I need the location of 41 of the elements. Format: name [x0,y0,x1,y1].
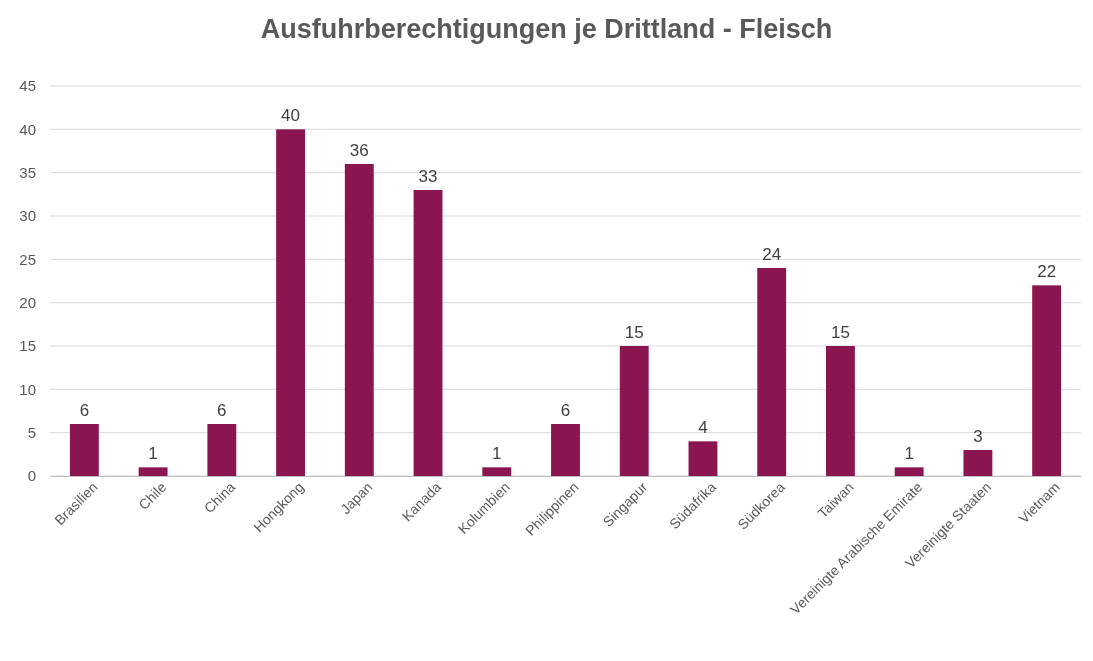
data-label: 4 [698,418,708,438]
bar [826,346,855,476]
y-tick-label: 5 [27,423,36,441]
data-label: 1 [904,444,914,464]
y-tick-label: 30 [19,207,36,225]
bar [619,346,649,476]
y-tick-label: 10 [19,380,36,398]
bar [1032,285,1062,476]
bar [207,424,237,476]
data-label: 3 [973,427,983,446]
data-label: 6 [79,401,90,420]
bar [482,467,512,476]
y-tick-label: 35 [19,163,36,181]
y-tick-label: 25 [19,250,36,268]
bar [551,424,580,476]
bar [69,424,99,476]
data-label: 1 [148,444,158,464]
data-label: 1 [492,444,502,464]
bar [894,467,924,476]
chart-title: Ausfuhrberechtigungen je Drittland - Fleisch [260,14,833,44]
bar [138,467,168,476]
data-label: 6 [560,401,571,420]
data-label: 15 [624,323,644,342]
data-label: 15 [830,323,850,342]
bar [276,129,305,476]
data-label: 22 [1037,262,1057,282]
bar [344,164,374,476]
data-label: 33 [418,167,438,186]
bar [688,441,718,476]
y-tick-label: 45 [19,77,36,95]
bar [963,450,993,476]
y-tick-label: 20 [19,293,36,311]
bar [413,190,443,476]
data-label: 24 [762,245,782,264]
y-tick-label: 0 [27,467,36,485]
y-tick-label: 15 [19,337,36,355]
y-tick-label: 40 [19,120,36,138]
data-label: 36 [349,141,369,160]
bar [757,268,787,476]
data-label: 6 [217,401,227,420]
data-label: 40 [281,106,301,126]
